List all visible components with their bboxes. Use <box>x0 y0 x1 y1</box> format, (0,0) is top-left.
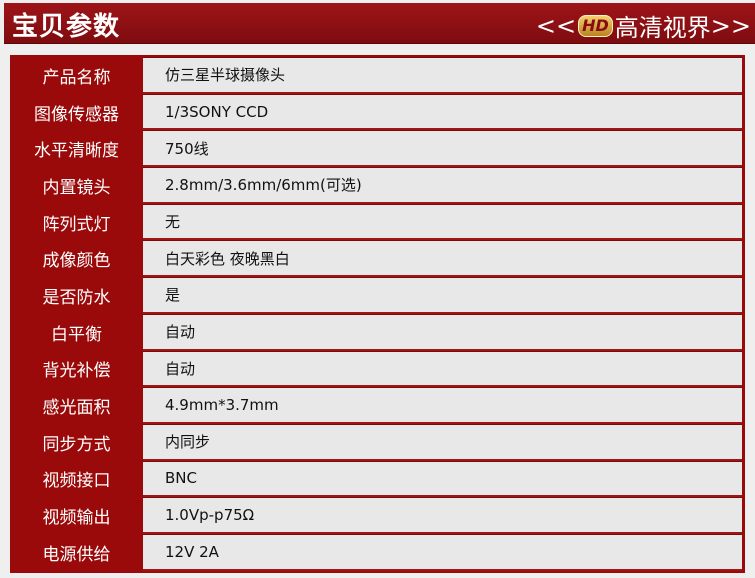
spec-row: 背光补偿 自动 <box>10 350 745 388</box>
slogan: << HD 高清视界 >> <box>536 8 751 43</box>
spec-row: 内置镜头 2.8mm/3.6mm/6mm(可选) <box>10 167 745 204</box>
spec-value: 自动 <box>143 313 742 351</box>
spec-value: 内同步 <box>143 423 742 461</box>
spec-table: 产品名称 仿三星半球摄像头 图像传感器 1/3SONY CCD 水平清晰度 750线 内置镜… <box>10 55 745 573</box>
spec-value: 无 <box>143 203 742 241</box>
spec-row: 电源供给 12V 2A <box>10 533 745 571</box>
spec-label: 感光面积 <box>42 398 111 419</box>
spec-value: 1.0Vp-p75Ω <box>143 497 742 534</box>
page-title: 宝贝参数 <box>12 12 121 42</box>
spec-row: 同步方式 内同步 <box>10 423 745 461</box>
spec-label: 内置镜头 <box>42 177 111 198</box>
spec-row: 视频输出 1.0Vp-p75Ω <box>10 497 745 534</box>
spec-label: 成像颜色 <box>42 251 111 272</box>
spec-row: 阵列式灯 无 <box>10 203 745 241</box>
spec-label: 是否防水 <box>42 287 111 308</box>
spec-value: 4.9mm*3.7mm <box>143 387 742 424</box>
spec-value: 是 <box>143 277 742 314</box>
spec-value: 自动 <box>143 350 742 388</box>
spec-value: 12V 2A <box>143 533 742 571</box>
spec-value: 2.8mm/3.6mm/6mm(可选) <box>143 167 742 204</box>
spec-label: 白平衡 <box>51 324 102 345</box>
spec-row: 是否防水 是 <box>10 277 745 314</box>
spec-label: 同步方式 <box>42 434 111 455</box>
slogan-left-arrows: << <box>535 11 577 40</box>
spec-label: 产品名称 <box>42 67 111 88</box>
spec-label: 图像传感器 <box>34 104 119 125</box>
spec-label: 背光补偿 <box>42 361 111 382</box>
spec-value: 仿三星半球摄像头 <box>143 57 742 94</box>
spec-value: 750线 <box>143 130 742 168</box>
hd-logo: HD <box>578 14 613 37</box>
spec-value: 1/3SONY CCD <box>143 93 742 131</box>
spec-label: 阵列式灯 <box>42 214 111 235</box>
spec-row: 图像传感器 1/3SONY CCD <box>10 93 745 131</box>
spec-label: 电源供给 <box>42 544 111 565</box>
spec-value: 白天彩色 夜晚黑白 <box>143 240 742 278</box>
spec-label: 视频输出 <box>42 508 111 529</box>
slogan-right-arrows: >> <box>710 11 751 40</box>
spec-row: 成像颜色 白天彩色 夜晚黑白 <box>10 240 745 278</box>
spec-row: 白平衡 自动 <box>10 313 745 351</box>
header-bar: 宝贝参数 << HD 高清视界 >> <box>4 3 755 44</box>
spec-row: 水平清晰度 750线 <box>10 130 745 168</box>
spec-row: 视频接口 BNC <box>10 460 745 498</box>
spec-label: 视频接口 <box>42 471 111 492</box>
spec-label: 水平清晰度 <box>34 141 119 162</box>
spec-row: 感光面积 4.9mm*3.7mm <box>10 387 745 424</box>
slogan-text: 高清视界 <box>614 14 711 42</box>
spec-row: 产品名称 仿三星半球摄像头 <box>10 57 745 94</box>
spec-value: BNC <box>143 460 742 498</box>
